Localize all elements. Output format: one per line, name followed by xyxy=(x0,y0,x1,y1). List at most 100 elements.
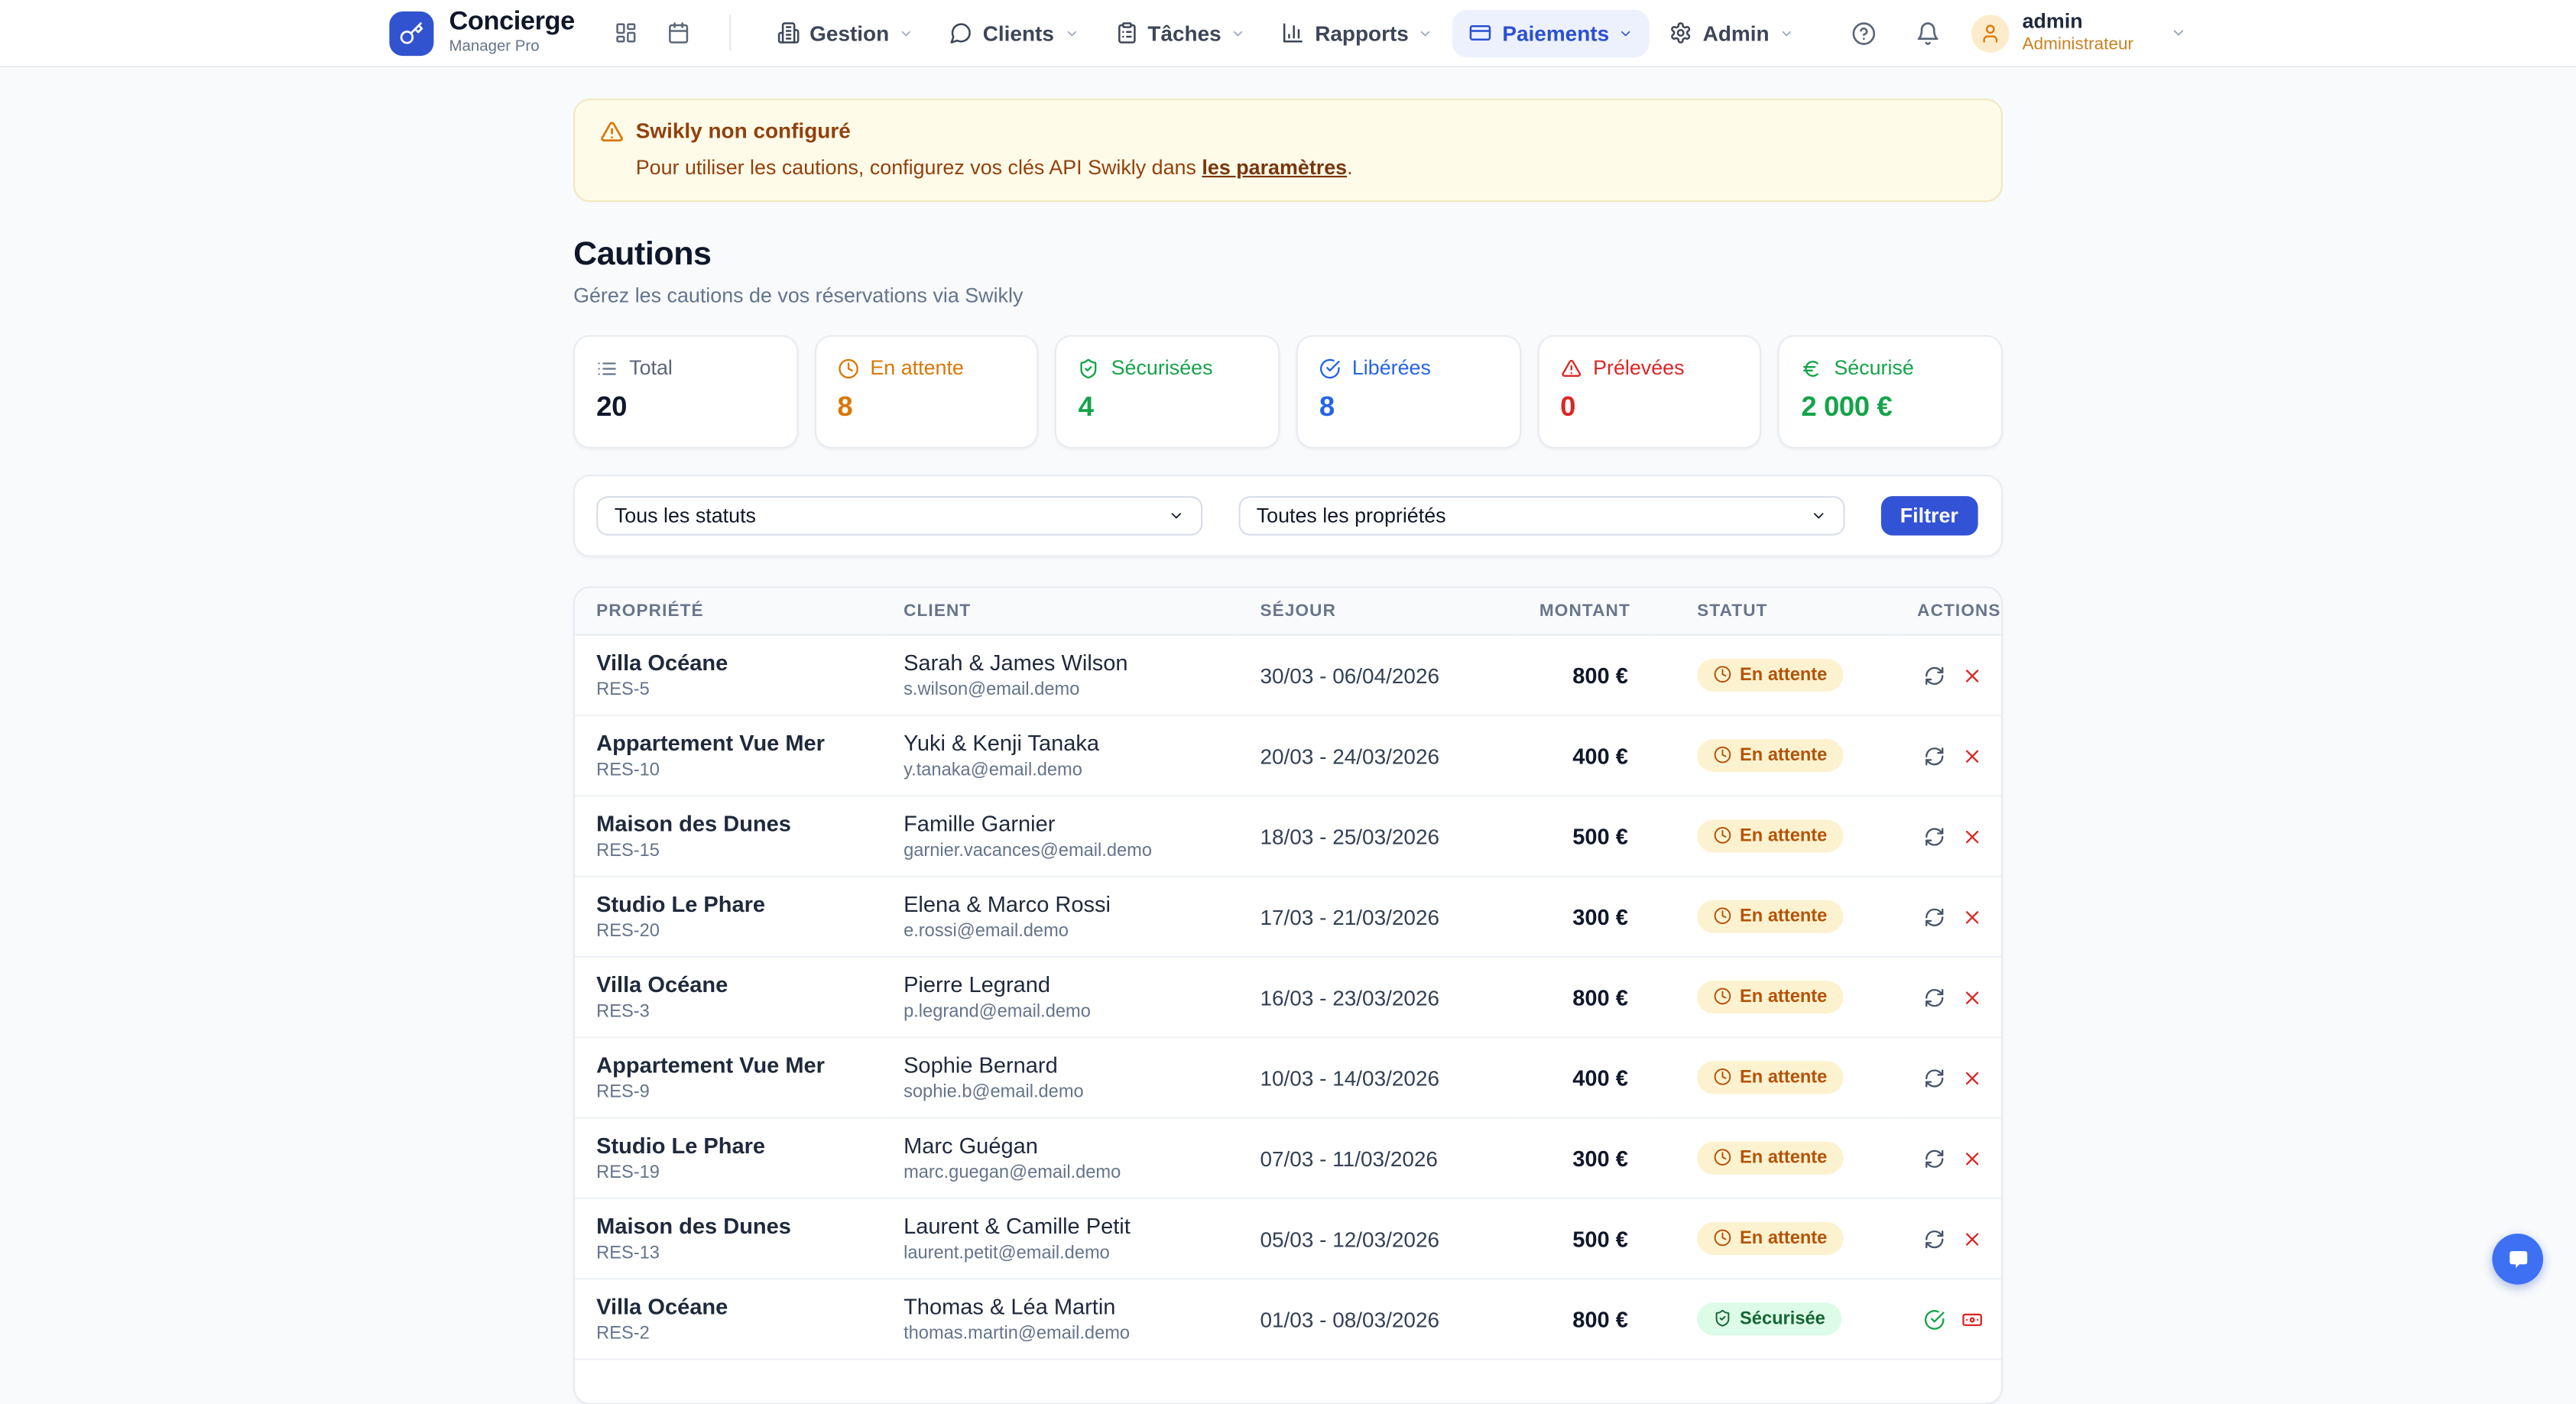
property-name: Villa Océane xyxy=(596,650,728,676)
status-label: En attente xyxy=(1740,987,1828,1007)
release-caution-button[interactable] xyxy=(1924,1308,1945,1330)
chat-launcher-button[interactable] xyxy=(2492,1234,2544,1285)
status-badge: En attente xyxy=(1697,900,1844,933)
refresh-caution-button[interactable] xyxy=(1924,987,1945,1008)
refresh-icon xyxy=(1924,906,1945,927)
cancel-caution-button[interactable] xyxy=(1961,906,1983,927)
euro-icon xyxy=(1801,357,1822,378)
brand[interactable]: Concierge Manager Pro xyxy=(390,9,575,56)
cancel-caution-button[interactable] xyxy=(1961,1228,1983,1250)
stat-card-released: Libérées 8 xyxy=(1296,335,1521,449)
cautions-table-card: Propriété Client Séjour Montant Statut A… xyxy=(573,586,2003,1404)
refresh-icon xyxy=(1924,1228,1945,1250)
filter-button[interactable]: Filtrer xyxy=(1880,496,1978,536)
stat-card-charged: Prélevées 0 xyxy=(1537,335,1762,449)
cancel-caution-button[interactable] xyxy=(1961,745,1983,767)
status-label: En attente xyxy=(1740,745,1828,766)
user-icon xyxy=(1980,22,2001,44)
refresh-caution-button[interactable] xyxy=(1924,1147,1945,1169)
client-name: Sarah & James Wilson xyxy=(904,650,1128,676)
refresh-caution-button[interactable] xyxy=(1924,1228,1945,1250)
table-row[interactable]: Villa Océane RES-2 Thomas & Léa Martin t… xyxy=(575,1279,2001,1359)
chevron-down-icon xyxy=(1231,25,1246,40)
calendar-icon xyxy=(667,21,689,44)
menu-clients[interactable]: Clients xyxy=(933,9,1095,57)
menu-admin[interactable]: Admin xyxy=(1653,9,1810,57)
cancel-caution-button[interactable] xyxy=(1961,664,1983,686)
status-label: En attente xyxy=(1740,1067,1828,1088)
refresh-caution-button[interactable] xyxy=(1924,664,1945,686)
stat-value: 2 000 € xyxy=(1801,391,1893,423)
reservation-ref: RES-13 xyxy=(596,1243,660,1263)
client-email: sophie.b@email.demo xyxy=(904,1082,1084,1103)
refresh-caution-button[interactable] xyxy=(1924,906,1945,927)
user-menu[interactable]: admin Administrateur xyxy=(1971,11,2186,54)
property-name: Villa Océane xyxy=(596,1294,728,1319)
deposit-amount: 300 € xyxy=(1572,904,1628,929)
header-statut: Statut xyxy=(1649,588,1896,636)
clock-icon xyxy=(1714,827,1732,845)
table-row[interactable]: Studio Le Phare RES-19 Marc Guégan marc.… xyxy=(575,1117,2001,1198)
status-badge: En attente xyxy=(1697,1141,1844,1175)
app-root: Concierge Manager Pro Gestion xyxy=(0,8,2576,1404)
stat-card-secured-amount: Sécurisé 2 000 € xyxy=(1778,335,2003,449)
reservation-ref: RES-15 xyxy=(596,841,660,861)
refresh-caution-button[interactable] xyxy=(1924,825,1945,847)
status-filter-select[interactable]: Tous les statuts xyxy=(596,496,1202,536)
status-badge: Sécurisée xyxy=(1697,1302,1842,1335)
dashboard-button[interactable] xyxy=(605,11,647,54)
warning-triangle-icon xyxy=(599,120,624,144)
menu-rapports[interactable]: Rapports xyxy=(1266,9,1450,57)
brand-logo xyxy=(390,10,435,55)
check-circle-icon xyxy=(1319,357,1341,378)
cancel-caution-button[interactable] xyxy=(1961,1067,1983,1088)
cancel-caution-button[interactable] xyxy=(1961,825,1983,847)
header-sejour: Séjour xyxy=(1238,588,1518,636)
table-row[interactable]: Villa Océane RES-3 Pierre Legrand p.legr… xyxy=(575,956,2001,1037)
reservation-ref: RES-3 xyxy=(596,1002,650,1022)
chevron-down-icon xyxy=(1064,25,1079,40)
chevron-down-icon xyxy=(1419,25,1433,40)
table-row[interactable]: Villa Océane RES-5 Sarah & James Wilson … xyxy=(575,635,2003,715)
banner-message: Pour utiliser les cautions, configurez v… xyxy=(636,156,1975,179)
gear-icon xyxy=(1670,21,1693,44)
cancel-caution-button[interactable] xyxy=(1961,987,1983,1008)
avatar xyxy=(1971,14,2010,52)
clock-icon xyxy=(1714,1229,1732,1247)
menu-gestion[interactable]: Gestion xyxy=(761,9,930,57)
filter-bar: Tous les statuts Toutes les propriétés F… xyxy=(573,475,2003,557)
swikly-warning-banner: Swikly non configuré Pour utiliser les c… xyxy=(573,98,2003,203)
stay-dates: 07/03 - 11/03/2026 xyxy=(1260,1146,1438,1171)
table-row[interactable]: Appartement Vue Mer RES-10 Yuki & Kenji … xyxy=(575,715,2001,796)
menu-taches[interactable]: Tâches xyxy=(1098,9,1263,57)
table-row[interactable]: Studio Le Phare RES-20 Elena & Marco Ros… xyxy=(575,876,2001,957)
credit-card-icon xyxy=(1469,21,1492,44)
table-header-row: Propriété Client Séjour Montant Statut A… xyxy=(575,588,2001,636)
table-row[interactable]: Appartement Vue Mer RES-9 Sophie Bernard… xyxy=(575,1037,2001,1117)
calendar-button[interactable] xyxy=(657,11,699,54)
shield-check-icon xyxy=(1079,357,1100,378)
stay-dates: 16/03 - 23/03/2026 xyxy=(1260,984,1440,1010)
x-icon xyxy=(1961,825,1983,847)
property-name: Appartement Vue Mer xyxy=(596,731,825,756)
charge-caution-button[interactable] xyxy=(1961,1308,1983,1330)
notifications-button[interactable] xyxy=(1907,11,1950,54)
main-content: Swikly non configuré Pour utiliser les c… xyxy=(573,98,2003,1404)
refresh-caution-button[interactable] xyxy=(1924,745,1945,767)
deposit-amount: 800 € xyxy=(1572,663,1628,688)
refresh-caution-button[interactable] xyxy=(1924,1067,1945,1088)
client-email: e.rossi@email.demo xyxy=(904,921,1069,942)
table-row[interactable]: Maison des Dunes RES-15 Famille Garnier … xyxy=(575,796,2001,876)
menu-paiements[interactable]: Paiements xyxy=(1452,8,1650,57)
client-email: s.wilson@email.demo xyxy=(904,679,1080,700)
stat-card-secured: Sécurisées 4 xyxy=(1055,335,1280,449)
menu-label: Paiements xyxy=(1502,20,1610,46)
stat-value: 20 xyxy=(596,391,627,423)
table-row[interactable]: Maison des Dunes RES-13 Laurent & Camill… xyxy=(575,1198,2001,1279)
stay-dates: 05/03 - 12/03/2026 xyxy=(1260,1226,1440,1251)
help-button[interactable] xyxy=(1843,11,1886,54)
settings-link[interactable]: les paramètres xyxy=(1202,156,1348,180)
property-filter-select[interactable]: Toutes les propriétés xyxy=(1238,496,1844,536)
cancel-caution-button[interactable] xyxy=(1961,1147,1983,1169)
check-circle-icon xyxy=(1924,1308,1945,1330)
